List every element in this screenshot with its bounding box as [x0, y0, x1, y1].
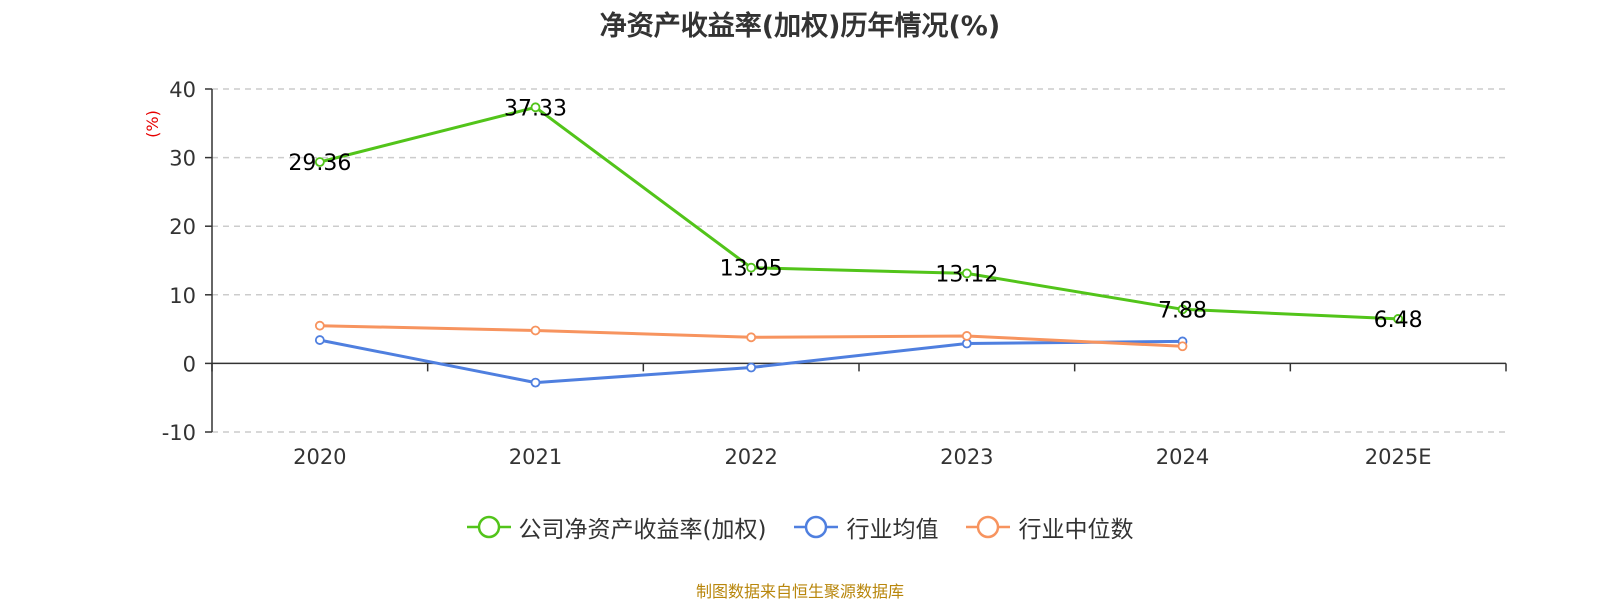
x-tick-label: 2022: [724, 445, 777, 469]
legend-label: 行业均值: [846, 517, 939, 543]
y-tick-label: 10: [169, 284, 196, 308]
legend-item[interactable]: 公司净资产收益率(加权): [466, 510, 767, 544]
data-point: [314, 335, 325, 345]
legend-item[interactable]: 行业中位数: [966, 510, 1133, 544]
x-tick-label: 2020: [293, 445, 346, 469]
data-point: [961, 268, 972, 279]
data-point: [1393, 314, 1404, 324]
data-label: 6.48: [1374, 308, 1423, 333]
data-label: 13.12: [935, 262, 998, 287]
y-tick-label: 40: [169, 78, 196, 102]
chart-title: 净资产收益率(加权)历年情况(%): [599, 11, 1001, 42]
y-tick-label: 30: [169, 147, 196, 171]
x-tick-label: 2024: [1156, 445, 1209, 469]
data-point: [530, 377, 541, 388]
data-point: [1177, 304, 1188, 315]
series-lines: [314, 102, 1404, 388]
data-point: [746, 332, 757, 343]
legend-line-circle-icon: [466, 515, 511, 539]
legend-item[interactable]: 行业均值: [794, 510, 938, 544]
data-label: 7.88: [1158, 298, 1207, 323]
x-tick-label: 2023: [940, 445, 993, 469]
legend-label: 行业中位数: [1018, 517, 1134, 543]
axes: -10 0 10 20 30 40 2020 2021 2022 2023 2024 2025E: [162, 78, 1507, 469]
data-source-note: 制图数据来自恒生聚源数据库: [695, 582, 904, 601]
x-tick-label: 2025E: [1365, 445, 1432, 469]
data-point: [746, 362, 757, 373]
data-point: [530, 102, 541, 113]
legend: 公司净资产收益率(加权) 行业均值 行业中位数: [0, 510, 1600, 544]
y-tick-label: -10: [162, 421, 196, 445]
data-point: [530, 325, 541, 336]
y-tick-label: 20: [169, 215, 196, 239]
grid-lines: [212, 88, 1506, 433]
series-line-1: [319, 338, 1183, 385]
legend-line-circle-icon: [966, 515, 1011, 539]
data-label: 29.36: [288, 151, 351, 176]
y-axis-label: (%): [143, 110, 162, 138]
data-labels: 29.36 37.33 13.95 13.12 7.88 6.48: [288, 96, 1422, 333]
data-point: [314, 320, 325, 331]
x-tick-label: 2021: [509, 445, 562, 469]
y-tick-label: 0: [183, 352, 196, 376]
legend-label: 公司净资产收益率(加权): [518, 517, 767, 543]
data-label: 13.95: [720, 257, 783, 282]
data-point: [314, 157, 325, 167]
data-point: [746, 262, 757, 273]
series-line-0: [319, 105, 1399, 321]
data-label: 37.33: [504, 96, 567, 121]
data-point: [961, 331, 972, 341]
data-point: [1177, 341, 1188, 352]
legend-line-circle-icon: [794, 515, 839, 539]
